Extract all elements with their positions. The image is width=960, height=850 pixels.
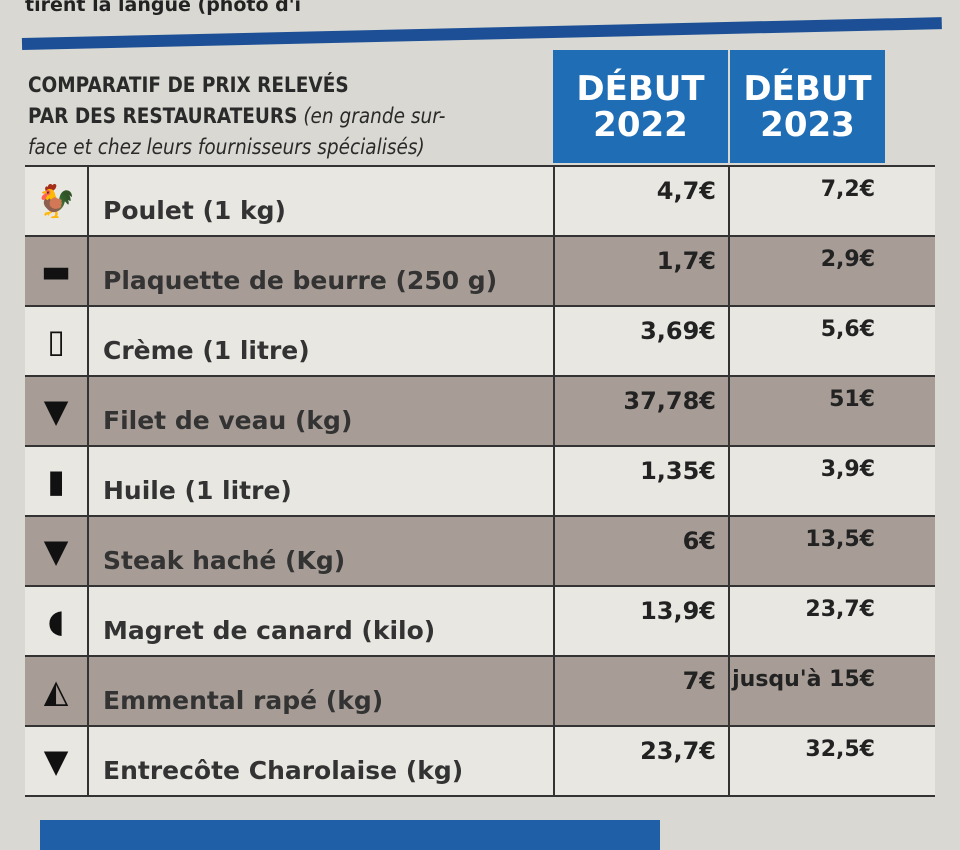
header-2023-line1: DÉBUT: [743, 68, 872, 109]
title-note-2: face et chez leurs fournisseurs spéciali…: [28, 135, 425, 159]
table-row: ▼ Entrecôte Charolaise (kg) 23,7€ 32,5€: [25, 727, 935, 797]
price-table: 🐓 Poulet (1 kg) 4,7€ 7,2€ ▬ Plaquette de …: [25, 165, 935, 797]
table-row: ▬ Plaquette de beurre (250 g) 1,7€ 2,9€: [25, 237, 935, 307]
header-2022-line1: DÉBUT: [576, 68, 705, 109]
price-2023: 51€: [829, 387, 875, 412]
table-row: 🐓 Poulet (1 kg) 4,7€ 7,2€: [25, 167, 935, 237]
duck-head-icon: ◖: [25, 587, 89, 655]
cow-head-icon: ▼: [25, 517, 89, 585]
price-2023: 2,9€: [820, 247, 875, 272]
table-row: ▯ Crème (1 litre) 3,69€ 5,6€: [25, 307, 935, 377]
price-2023: jusqu'à 15€: [732, 667, 875, 692]
price-2022: 23,7€: [555, 727, 730, 795]
price-2023: 5,6€: [820, 317, 875, 342]
item-label: Entrecôte Charolaise (kg): [89, 727, 555, 795]
price-2022: 3,69€: [555, 307, 730, 375]
table-row: ◭ Emmental rapé (kg) 7€ jusqu'à 15€: [25, 657, 935, 727]
price-2022: 1,35€: [555, 447, 730, 515]
item-label: Magret de canard (kilo): [89, 587, 555, 655]
title-note-1: (en grande sur-: [297, 104, 446, 128]
cream-carton-icon: ▯: [25, 307, 89, 375]
oil-bottle-icon: ▮: [25, 447, 89, 515]
item-label: Steak haché (Kg): [89, 517, 555, 585]
price-2022: 4,7€: [555, 167, 730, 235]
table-row: ◖ Magret de canard (kilo) 13,9€ 23,7€: [25, 587, 935, 657]
price-2022: 13,9€: [555, 587, 730, 655]
title-line-2: PAR DES RESTAURATEURS: [28, 104, 298, 128]
item-label: Huile (1 litre): [89, 447, 555, 515]
header-2023-line2: 2023: [760, 104, 855, 145]
caption-fragment: tirent la langue (photo d'i: [25, 0, 302, 16]
price-2023: 23,7€: [805, 597, 875, 622]
chicken-icon: 🐓: [25, 167, 89, 235]
table-row: ▼ Steak haché (Kg) 6€ 13,5€: [25, 517, 935, 587]
header-2023: DÉBUT 2023: [730, 50, 885, 163]
table-row: ▮ Huile (1 litre) 1,35€ 3,9€: [25, 447, 935, 517]
item-label: Crème (1 litre): [89, 307, 555, 375]
blue-rule: [21, 17, 942, 50]
price-2023: 13,5€: [805, 527, 875, 552]
price-2023: 7,2€: [820, 177, 875, 202]
price-2022: 7€: [555, 657, 730, 725]
price-2023: 3,9€: [820, 457, 875, 482]
price-2022: 1,7€: [555, 237, 730, 305]
price-2022: 6€: [555, 517, 730, 585]
table-title: COMPARATIF DE PRIX RELEVÉS PAR DES RESTA…: [28, 70, 486, 163]
header-2022-line2: 2022: [593, 104, 688, 145]
table-row: ▼ Filet de veau (kg) 37,78€ 51€: [25, 377, 935, 447]
title-line-1: COMPARATIF DE PRIX RELEVÉS: [28, 73, 349, 97]
cow-head-icon: ▼: [25, 377, 89, 445]
price-2022: 37,78€: [555, 377, 730, 445]
blue-bar: [40, 820, 660, 850]
butter-icon: ▬: [25, 237, 89, 305]
item-label: Poulet (1 kg): [89, 167, 555, 235]
item-label: Emmental rapé (kg): [89, 657, 555, 725]
item-label: Plaquette de beurre (250 g): [89, 237, 555, 305]
item-label: Filet de veau (kg): [89, 377, 555, 445]
cheese-icon: ◭: [25, 657, 89, 725]
cow-head-icon: ▼: [25, 727, 89, 795]
price-2023: 32,5€: [805, 737, 875, 762]
header-2022: DÉBUT 2022: [553, 50, 728, 163]
